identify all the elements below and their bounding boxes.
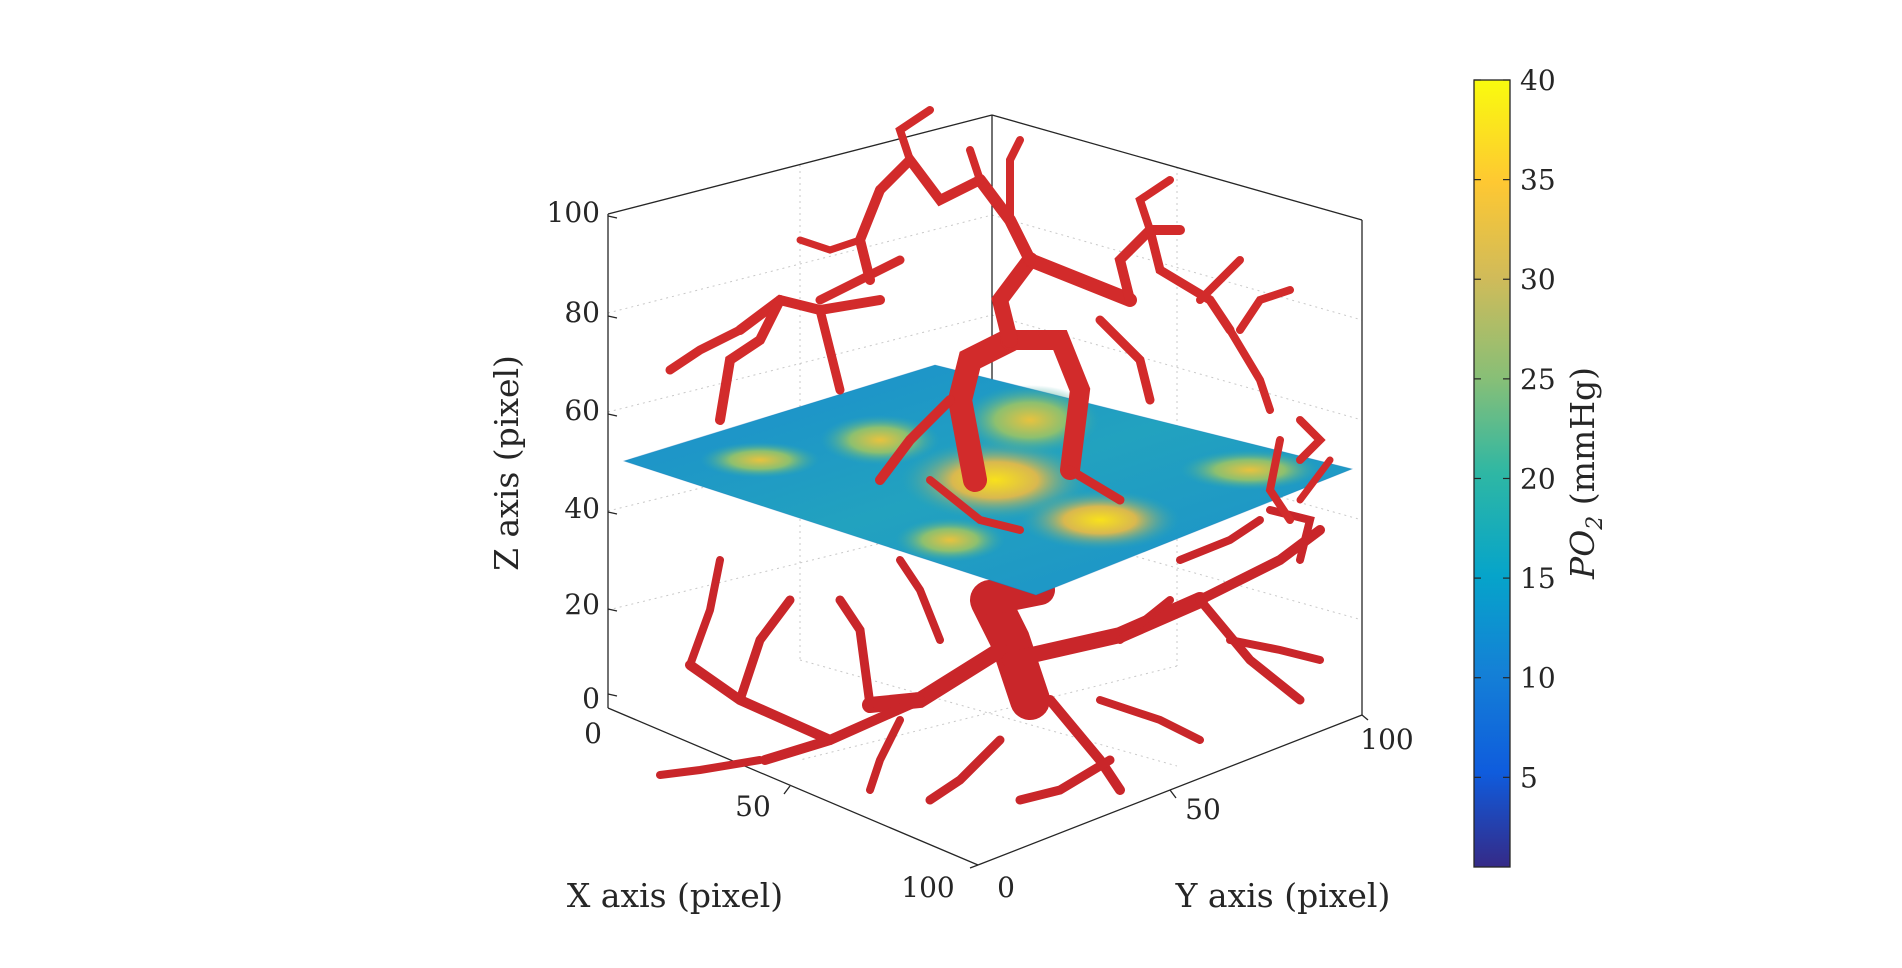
z-axis: 0 20 40 60 80 100 Z axis (pixel)	[487, 196, 618, 715]
x-tick-label: 0	[584, 717, 602, 750]
colorbar-tick-label: 20	[1520, 462, 1556, 495]
z-axis-label: Z axis (pixel)	[487, 355, 526, 571]
colorbar-label-subscript: 2	[1583, 516, 1608, 531]
y-axis: 0 50 100 Y axis (pixel)	[997, 714, 1414, 915]
vessel-network-lower	[656, 506, 1325, 805]
x-tick-label: 100	[901, 871, 954, 904]
vessel-network-upper	[665, 106, 1334, 534]
y-axis-label: Y axis (pixel)	[1175, 876, 1391, 915]
colorbar-tick-label: 40	[1520, 64, 1556, 97]
colorbar-label-main: PO	[1563, 530, 1602, 580]
colorbar-tick-label: 15	[1520, 562, 1556, 595]
x-tick-label: 50	[735, 790, 771, 823]
slice-plane	[622, 364, 1354, 596]
y-tick-label: 0	[997, 871, 1015, 904]
x-axis-label: X axis (pixel)	[567, 876, 783, 915]
y-tick-label: 50	[1185, 793, 1221, 826]
z-tick-label: 60	[564, 394, 600, 427]
colorbar-tick-label: 25	[1520, 363, 1556, 396]
colorbar-tick-label: 35	[1520, 164, 1556, 197]
colorbar-label-unit: (mmHg)	[1563, 367, 1602, 516]
colorbar: 5 10 15 20 25 30 35 40 PO2 (mmHg)	[1473, 64, 1608, 868]
z-tick-label: 0	[582, 682, 600, 715]
z-tick-label: 40	[564, 492, 600, 525]
colorbar-tick-label: 10	[1520, 662, 1556, 695]
colorbar-tick-label: 30	[1520, 263, 1556, 296]
z-tick-label: 20	[564, 588, 600, 621]
z-tick-label: 100	[547, 196, 600, 229]
colorbar-gradient	[1473, 79, 1511, 868]
x-axis: 0 50 100 X axis (pixel)	[567, 717, 979, 915]
colorbar-tick-label: 5	[1520, 761, 1538, 794]
y-tick-label: 100	[1360, 723, 1413, 756]
z-tick-label: 80	[564, 296, 600, 329]
colorbar-label: PO2 (mmHg)	[1563, 367, 1608, 580]
